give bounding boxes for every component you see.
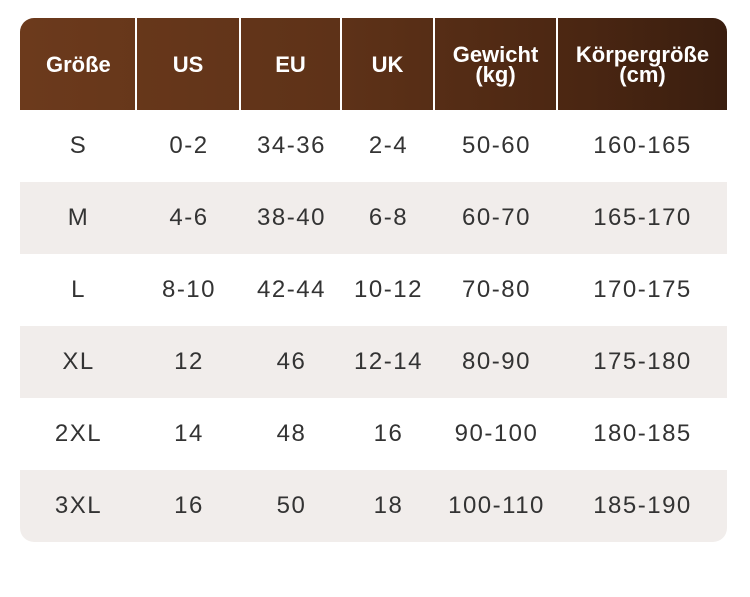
cell-eu: 50 — [276, 492, 307, 519]
header-weight-unit: (kg) — [475, 62, 516, 87]
header-eu-label: EU — [275, 52, 306, 77]
cell-size: M — [67, 204, 90, 231]
cell-height: 185-190 — [593, 492, 692, 519]
cell-eu: 48 — [276, 420, 307, 447]
cell-eu: 38-40 — [257, 204, 326, 231]
header-weight: Gewicht (kg) — [435, 18, 558, 110]
cell-size: XL — [62, 348, 95, 375]
cell-size: S — [69, 132, 88, 159]
cell-weight: 90-100 — [454, 420, 539, 447]
header-size-label: Größe — [46, 52, 111, 77]
size-chart-table: Größe US EU UK Gewicht (kg) Körpergröße … — [20, 18, 727, 542]
cell-eu: 42-44 — [257, 276, 326, 303]
header-weight-label: Gewicht — [452, 42, 539, 67]
cell-uk: 6-8 — [368, 204, 409, 231]
cell-weight: 70-80 — [462, 276, 531, 303]
header-us-label: US — [172, 52, 204, 77]
cell-us: 14 — [174, 420, 204, 447]
cell-uk: 2-4 — [368, 132, 409, 159]
cell-uk: 12-14 — [354, 348, 423, 375]
table-row: S 0-2 34-36 2-4 50-60 160-165 — [20, 110, 727, 182]
table-row: XL 12 46 12-14 80-90 175-180 — [20, 326, 727, 398]
cell-weight: 60-70 — [462, 204, 531, 231]
cell-weight: 50-60 — [462, 132, 531, 159]
cell-uk: 16 — [373, 420, 404, 447]
table-header-row: Größe US EU UK Gewicht (kg) Körpergröße … — [20, 18, 727, 110]
cell-us: 0-2 — [169, 132, 209, 159]
table-row: M 4-6 38-40 6-8 60-70 165-170 — [20, 182, 727, 254]
cell-us: 8-10 — [161, 276, 217, 303]
header-uk: UK — [342, 18, 435, 110]
cell-height: 160-165 — [593, 132, 692, 159]
cell-uk: 10-12 — [354, 276, 423, 303]
header-us: US — [137, 18, 241, 110]
cell-height: 180-185 — [593, 420, 692, 447]
header-height: Körpergröße (cm) — [558, 18, 727, 110]
cell-eu: 46 — [276, 348, 307, 375]
cell-size: L — [71, 276, 86, 303]
cell-weight: 100-110 — [448, 492, 545, 519]
table-row: 3XL 16 50 18 100-110 185-190 — [20, 470, 727, 542]
cell-us: 4-6 — [169, 204, 209, 231]
cell-size: 3XL — [54, 492, 103, 519]
header-size: Größe — [20, 18, 137, 110]
header-uk-label: UK — [371, 52, 404, 77]
cell-height: 165-170 — [593, 204, 692, 231]
cell-eu: 34-36 — [257, 132, 326, 159]
cell-height: 175-180 — [593, 348, 692, 375]
cell-size: 2XL — [54, 420, 103, 447]
table-row: 2XL 14 48 16 90-100 180-185 — [20, 398, 727, 470]
header-height-unit: (cm) — [619, 62, 666, 87]
header-height-label: Körpergröße — [575, 42, 710, 67]
cell-weight: 80-90 — [462, 348, 531, 375]
cell-us: 12 — [174, 348, 204, 375]
cell-height: 170-175 — [593, 276, 692, 303]
cell-uk: 18 — [373, 492, 404, 519]
cell-us: 16 — [174, 492, 204, 519]
table-row: L 8-10 42-44 10-12 70-80 170-175 — [20, 254, 727, 326]
header-eu: EU — [241, 18, 342, 110]
